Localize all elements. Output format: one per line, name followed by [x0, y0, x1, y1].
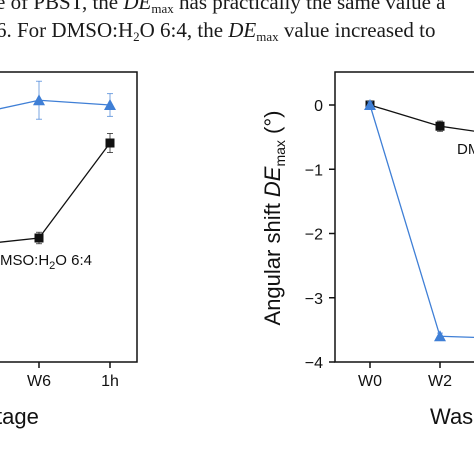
left-x-tick-label: 1h	[101, 373, 119, 390]
right-plot-frame	[334, 71, 474, 363]
left-x-axis-title: tage	[0, 404, 39, 429]
right-data-point	[434, 330, 446, 342]
left-data-point	[104, 99, 116, 110]
left-series-line-1	[0, 142, 111, 243]
left-plot-frame	[0, 71, 138, 363]
right-data-point	[435, 121, 445, 131]
right-y-tick-label: −2	[305, 227, 323, 244]
left-chart: W6 1h tage MSO:H2O 6:4	[0, 71, 138, 429]
right-y-tick-label: 0	[314, 98, 323, 115]
right-data-point	[364, 99, 376, 110]
left-series-line-0	[0, 99, 111, 110]
right-y-axis-title: Angular shift DEmax (°)	[260, 111, 288, 326]
right-chart: 0 −1 −2 −3 −4 W0 W2 Was Angular shift DEmax …	[260, 71, 474, 429]
right-series-line-0	[369, 104, 474, 132]
right-series-line-1	[369, 104, 474, 339]
right-y-tick-label: −1	[305, 162, 323, 179]
left-data-point	[33, 94, 45, 106]
left-series-annotation: MSO:H2O 6:4	[0, 252, 92, 272]
paper-text-line-2: 6. For DMSO:H2O 6:4, the DEmax value inc…	[0, 18, 436, 44]
left-x-tick-label: W6	[27, 373, 51, 390]
left-data-point	[34, 233, 44, 243]
right-y-tick-label: −4	[305, 355, 323, 372]
right-series-annotation: DM	[457, 141, 474, 158]
right-x-axis-title: Was	[430, 404, 473, 429]
right-y-tick-label: −3	[305, 291, 323, 308]
right-x-tick-label: W0	[358, 373, 382, 390]
left-data-point	[105, 138, 115, 148]
right-x-tick-label: W2	[428, 373, 452, 390]
paper-text-line-1: e of PBST, the DEmax has practically the…	[0, 0, 446, 16]
